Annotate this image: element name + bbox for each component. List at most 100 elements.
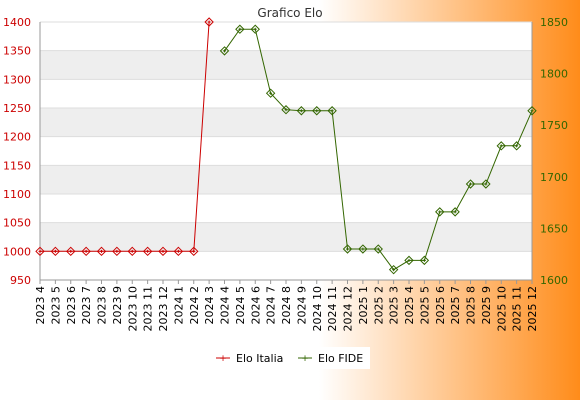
- right-tick-label: 1750: [540, 119, 568, 132]
- x-tick-label: 2025 12: [526, 286, 539, 332]
- grid-band: [40, 165, 532, 194]
- legend-label-elo-italia: Elo Italia: [236, 352, 283, 365]
- data-point-elo-fide: [465, 179, 476, 189]
- data-point-elo-fide: [327, 106, 337, 116]
- x-tick-label: 2024 5: [234, 286, 247, 325]
- x-tick-label: 2024 7: [265, 286, 278, 325]
- x-tick-label: 2023 11: [142, 286, 155, 332]
- grid-band: [40, 108, 532, 137]
- x-tick-label: 2024 8: [280, 286, 293, 325]
- left-tick-label: 950: [10, 274, 31, 287]
- data-point-elo-fide: [450, 207, 460, 217]
- x-tick-label: 2024 12: [342, 286, 355, 332]
- data-point-elo-fide: [281, 105, 291, 115]
- x-tick-label: 2023 5: [49, 286, 62, 325]
- left-tick-label: 1100: [3, 188, 31, 201]
- x-tick-label: 2023 8: [96, 286, 109, 325]
- x-tick-label: 2025 7: [449, 286, 462, 325]
- x-tick-label: 2023 6: [65, 286, 78, 325]
- series-layer: [35, 17, 537, 275]
- data-point-elo-fide: [496, 141, 506, 151]
- data-point-elo-fide: [511, 141, 522, 151]
- data-point-elo-italia: [189, 246, 199, 257]
- data-point-elo-fide: [265, 88, 276, 98]
- right-tick-label: 1600: [540, 274, 568, 287]
- grid-band: [40, 222, 532, 252]
- data-point-elo-italia: [50, 246, 61, 257]
- left-tick-label: 1050: [3, 217, 31, 230]
- data-point-elo-italia: [158, 246, 168, 257]
- x-tick-label: 2024 1: [172, 286, 185, 325]
- chart-title: Grafico Elo: [257, 6, 322, 20]
- x-tick-label: 2024 4: [219, 286, 232, 325]
- data-point-elo-italia: [127, 246, 137, 257]
- legend-label-elo-fide: Elo FIDE: [318, 352, 363, 365]
- x-tick-label: 2023 7: [80, 286, 93, 325]
- left-tick-label: 1350: [3, 45, 31, 58]
- data-point-elo-italia: [142, 246, 153, 257]
- right-tick-label: 1800: [540, 68, 568, 81]
- x-tick-label: 2025 10: [495, 286, 508, 332]
- data-point-elo-fide: [358, 244, 368, 254]
- data-point-elo-fide: [481, 179, 491, 189]
- legend-box: [210, 347, 370, 369]
- grid-bands: [40, 21, 532, 281]
- x-axis: 2023 4 2023 5 2023 6 2023 7 2023 8 2023 9 2023…: [34, 279, 539, 332]
- data-point-elo-fide: [388, 264, 399, 275]
- data-point-elo-fide: [235, 24, 245, 34]
- data-point-elo-italia: [204, 17, 214, 27]
- data-point-elo-fide: [219, 46, 230, 56]
- left-tick-label: 1200: [3, 131, 31, 144]
- x-tick-label: 2025 1: [357, 286, 370, 325]
- data-point-elo-fide: [527, 106, 537, 116]
- x-tick-label: 2024 10: [311, 286, 324, 332]
- x-tick-label: 2025 6: [434, 286, 447, 325]
- data-point-elo-fide: [404, 255, 414, 266]
- x-tick-label: 2025 2: [372, 286, 385, 325]
- x-tick-label: 2025 4: [403, 286, 416, 325]
- series-line-elo-italia: [40, 21, 210, 252]
- right-axis: 1600 1650 1700 1750 1800 1850: [531, 16, 568, 287]
- x-tick-label: 2024 2: [188, 286, 201, 325]
- legend-marker-elo-italia: +: [219, 354, 227, 364]
- left-tick-label: 1250: [3, 102, 31, 115]
- x-tick-label: 2023 10: [126, 286, 139, 332]
- x-tick-label: 2025 9: [480, 286, 493, 325]
- x-tick-label: 2025 11: [511, 286, 524, 332]
- data-point-elo-fide: [312, 106, 322, 116]
- left-tick-label: 1400: [3, 16, 31, 29]
- x-tick-label: 2024 3: [203, 286, 216, 325]
- data-point-elo-italia: [66, 246, 76, 257]
- left-axis: 950 1000 1050 1100 1150 1200 1250 1300 1350 1400: [3, 16, 41, 287]
- x-tick-label: 2025 8: [465, 286, 478, 325]
- right-tick-label: 1700: [540, 171, 568, 184]
- data-point-elo-italia: [173, 246, 184, 257]
- x-tick-label: 2025 5: [418, 286, 431, 325]
- x-tick-label: 2023 9: [111, 286, 124, 325]
- x-tick-label: 2024 11: [326, 286, 339, 332]
- left-tick-label: 1300: [3, 73, 31, 86]
- right-tick-label: 1850: [540, 16, 568, 29]
- data-point-elo-italia: [81, 246, 91, 257]
- data-point-elo-fide: [419, 255, 430, 266]
- data-point-elo-fide: [250, 24, 260, 34]
- data-point-elo-fide: [342, 244, 353, 254]
- x-tick-label: 2025 3: [388, 286, 401, 325]
- legend: + Elo Italia + Elo FIDE: [210, 347, 370, 369]
- grid-band: [40, 50, 532, 80]
- data-point-elo-fide: [373, 244, 383, 254]
- data-point-elo-italia: [35, 246, 45, 257]
- x-tick-label: 2024 9: [295, 286, 308, 325]
- legend-marker-elo-fide: +: [301, 354, 309, 364]
- data-point-elo-italia: [96, 246, 107, 257]
- x-tick-label: 2023 4: [34, 286, 47, 325]
- right-tick-label: 1650: [540, 222, 568, 235]
- data-point-elo-fide: [296, 106, 307, 116]
- x-tick-label: 2024 6: [249, 286, 262, 325]
- data-point-elo-fide: [435, 207, 445, 217]
- left-tick-label: 1150: [3, 159, 31, 172]
- x-tick-label: 2023 12: [157, 286, 170, 332]
- data-point-elo-italia: [112, 246, 122, 257]
